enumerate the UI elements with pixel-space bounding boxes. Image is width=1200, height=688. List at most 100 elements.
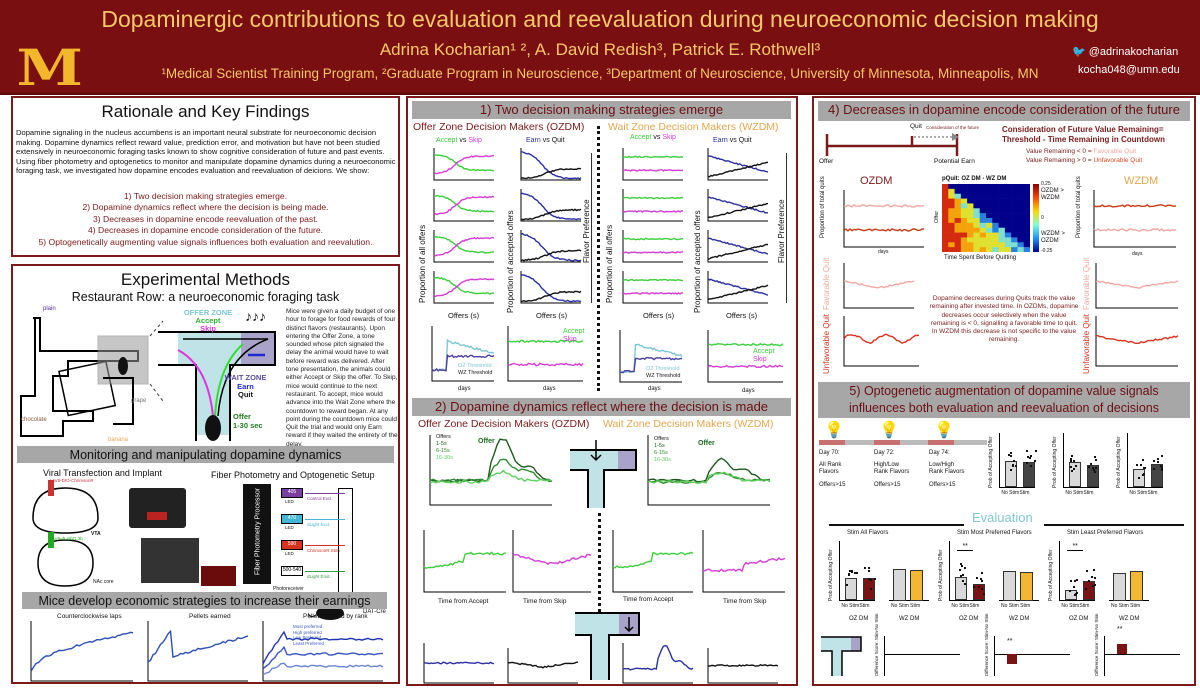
plot-canvas xyxy=(623,643,693,683)
plot-axes xyxy=(623,189,683,221)
plot-canvas xyxy=(31,621,133,681)
heatmap-cell xyxy=(948,199,955,204)
heatmap-cell xyxy=(1024,208,1030,213)
offer-marker-label: Offer xyxy=(478,438,495,445)
group-label: OZ DM xyxy=(959,616,978,622)
heatmap-cell xyxy=(967,218,974,223)
plot-axes xyxy=(434,230,494,262)
heatmap-cell xyxy=(1005,237,1012,242)
heatmap-cell xyxy=(1011,208,1018,213)
plot-series-line xyxy=(623,252,683,253)
strategy-plot xyxy=(521,189,581,221)
strategy-plot xyxy=(434,271,494,303)
plot-canvas xyxy=(1096,263,1178,308)
heatmap-cell xyxy=(1017,233,1024,238)
plot-series-line xyxy=(623,170,683,171)
affiliations: ¹Medical Scientist Training Program, ²Gr… xyxy=(0,66,1200,81)
heatmap-cell xyxy=(961,194,968,199)
plot-axes xyxy=(623,271,683,303)
led-signal-label: ChrimsonR Stim xyxy=(307,548,340,553)
heatmap-cell xyxy=(955,233,962,238)
heatmap-cell xyxy=(955,242,962,247)
strategy-plot xyxy=(434,189,494,221)
bar xyxy=(910,570,923,601)
heatmap-cell xyxy=(961,242,968,247)
heatmap-cell xyxy=(1011,218,1018,223)
heatmap-cell xyxy=(948,237,955,242)
plot-canvas xyxy=(703,530,785,592)
finding-item: 3) Decreases in dopamine encode reevalua… xyxy=(13,214,398,225)
data-point xyxy=(1073,468,1075,470)
stim-timeline xyxy=(819,440,987,445)
data-point xyxy=(1076,579,1078,581)
heatmap-cell xyxy=(973,213,980,218)
x-tick-label: Stim xyxy=(859,603,869,609)
colorbar-tick: 0.25 xyxy=(1041,181,1051,187)
heatmap-cell xyxy=(1024,199,1030,204)
heatmap-cell xyxy=(1005,213,1012,218)
heatmap-cell xyxy=(986,233,993,238)
section4-summary: Dopamine decreases during Quits track th… xyxy=(929,295,1079,345)
heatmap-cell xyxy=(955,237,962,242)
heatmap-cell xyxy=(1024,223,1030,228)
bar xyxy=(893,569,906,601)
heatmap-cell xyxy=(967,203,974,208)
data-point xyxy=(1161,455,1163,457)
heatmap-cell xyxy=(1005,189,1012,194)
plot-axes xyxy=(434,148,494,180)
x-axis-label: Offers (s) xyxy=(536,311,567,320)
data-point xyxy=(1144,467,1146,469)
pquit-heatmap xyxy=(942,184,1030,252)
heatmap-cell xyxy=(948,247,955,252)
plot-series-line xyxy=(508,363,583,365)
plot-axes xyxy=(1096,316,1178,366)
section1-header: 1) Two decision making strategies emerge xyxy=(412,101,791,119)
data-point xyxy=(1034,460,1036,462)
y-axis-label: Difference Score: Stim-No Stim xyxy=(984,614,989,676)
heatmap-cell xyxy=(980,223,987,228)
twitter-handle[interactable]: 🐦 @adrinakocharian xyxy=(1072,45,1178,58)
heatmap-cell xyxy=(1024,242,1030,247)
plot-axes xyxy=(434,271,494,303)
plot-series-line xyxy=(623,197,683,198)
data-point xyxy=(874,578,876,580)
heatmap-cell xyxy=(1011,247,1018,252)
significance-marker: ** xyxy=(1117,626,1122,633)
data-point xyxy=(1094,471,1096,473)
data-point xyxy=(1091,576,1093,578)
heatmap-cell xyxy=(999,233,1006,238)
heatmap-cell xyxy=(961,208,968,213)
plot-canvas xyxy=(434,148,494,180)
heatmap-cell xyxy=(1017,237,1024,242)
heatmap-cell xyxy=(980,213,987,218)
heatmap-cell xyxy=(967,223,974,228)
results-middle-panel: 1) Two decision making strategies emerge… xyxy=(406,96,798,686)
heatmap-cell xyxy=(992,237,999,242)
data-point xyxy=(1157,461,1159,463)
plot-axes xyxy=(623,230,683,262)
data-point xyxy=(1138,477,1140,479)
university-logo: M xyxy=(16,38,82,97)
optical-path xyxy=(305,519,345,520)
group-label: WZ DM xyxy=(899,616,919,622)
rationale-panel: Rationale and Key Findings Dopamine sign… xyxy=(11,96,400,257)
heatmap-cell xyxy=(967,199,974,204)
heatmap-cell xyxy=(1017,203,1024,208)
email[interactable]: kocha048@umn.edu xyxy=(1078,64,1180,76)
optical-path xyxy=(305,571,345,572)
heatmap-cell xyxy=(1011,213,1018,218)
heatmap-cell xyxy=(948,184,955,189)
data-point xyxy=(1070,458,1072,460)
bar-chart xyxy=(1127,433,1163,488)
pellets-plot xyxy=(148,621,248,681)
heatmap-cell xyxy=(1011,242,1018,247)
heatmap-cell xyxy=(942,189,949,194)
quit-label: Quit xyxy=(910,123,922,130)
heatmap-cell xyxy=(961,228,968,233)
heatmap-cell xyxy=(992,233,999,238)
methods-title: Experimental Methods xyxy=(13,270,398,290)
bar xyxy=(1113,573,1126,601)
y-axis-label: Proportion of all offers xyxy=(605,225,614,303)
data-point xyxy=(1092,467,1094,469)
heatmap-cell xyxy=(1017,228,1024,233)
